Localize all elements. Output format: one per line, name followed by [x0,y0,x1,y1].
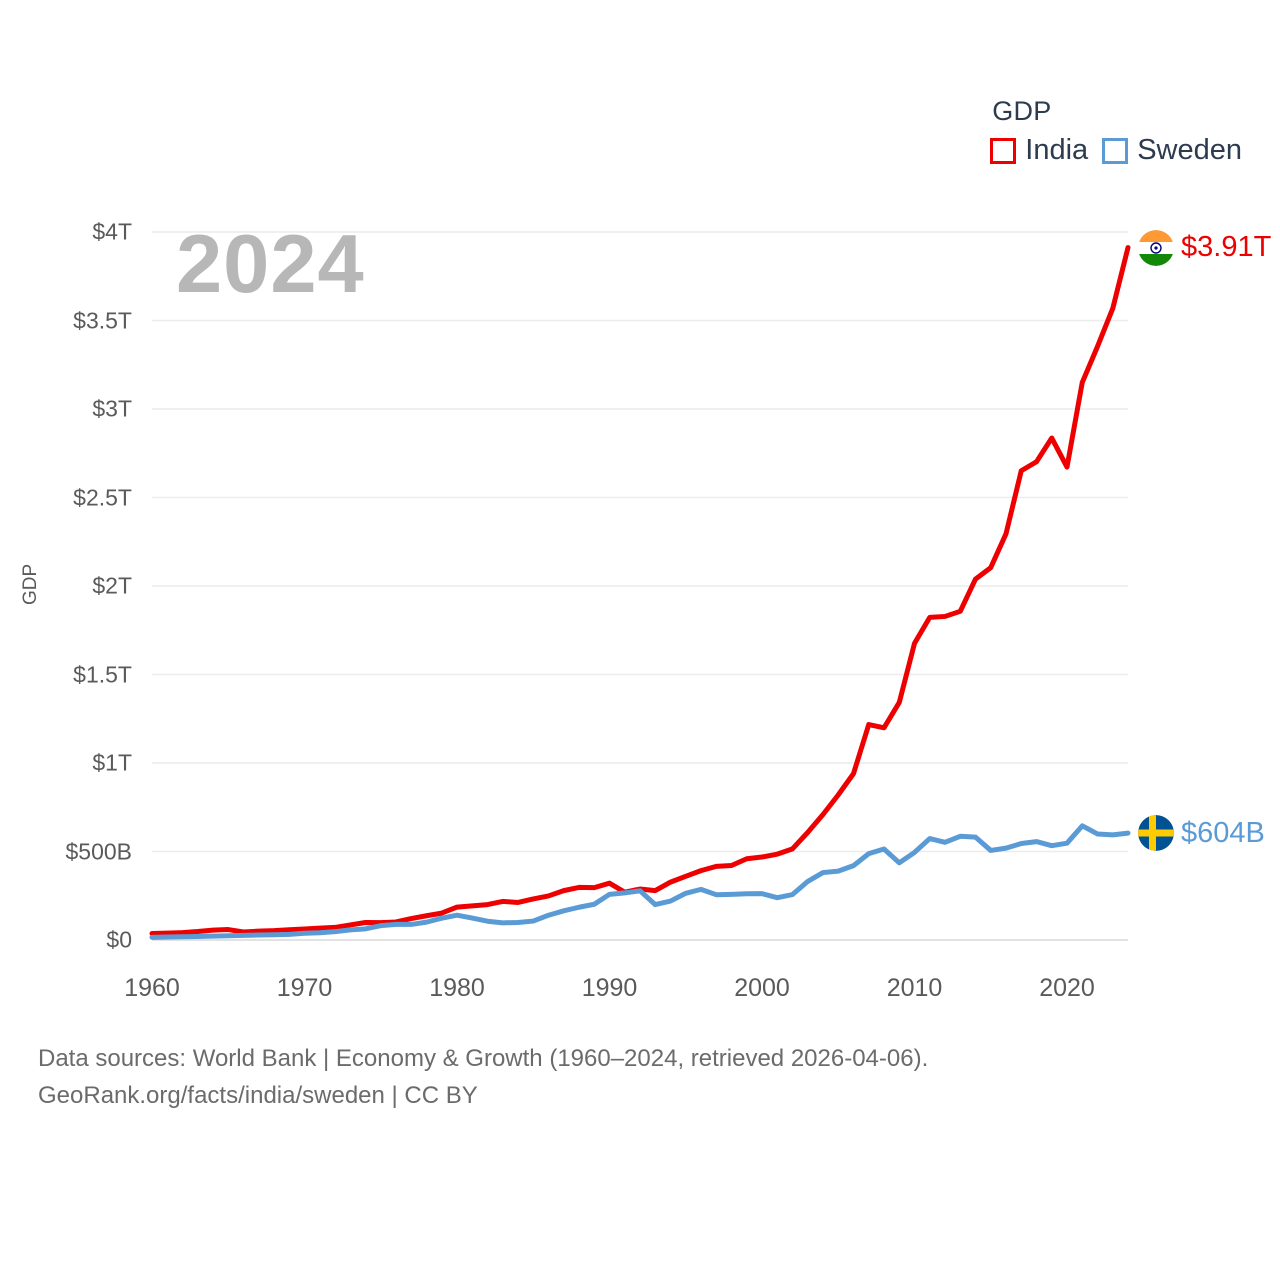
legend-swatch-india-icon [990,137,1017,164]
footer-sources: Data sources: World Bank | Economy & Gro… [38,1040,928,1114]
y-axis-tick-label: $0 [106,926,132,953]
legend-label-sweden: Sweden [1137,134,1242,166]
legend-swatch-sweden-icon [1102,137,1129,164]
x-axis-tick-label: 2000 [734,974,790,1002]
legend-item-sweden[interactable]: Sweden [1102,136,1242,165]
y-axis-tick-label: $3T [92,395,132,422]
y-axis-tick-label: $2T [92,572,132,599]
year-watermark: 2024 [176,217,365,310]
sweden-flag-icon [1138,815,1174,852]
y-axis-tick-label: $3.5T [73,307,132,333]
x-axis-tick-label: 1960 [124,974,180,1002]
x-axis-tick-label: 1990 [581,974,638,1002]
series-line-sweden [149,823,1131,940]
y-axis-tick-label: $500B [65,838,132,864]
y-axis-ticks: $0 $500B $1T $1.5T $2T $2.5T $3T $3.5T $4T [0,0,150,1280]
india-flag-icon [1138,229,1174,266]
end-value-india: $3.91T [1181,231,1272,264]
legend: GDP India Sweden [990,96,1242,165]
footer-line-1: Data sources: World Bank | Economy & Gro… [38,1045,929,1072]
legend-item-india[interactable]: India [990,136,1088,165]
y-axis-tick-label: $1T [92,749,132,776]
end-label-sweden: $604B [1138,815,1265,852]
y-axis-tick-label: $2.5T [73,484,132,510]
end-label-india: $3.91T [1138,229,1272,266]
legend-title: GDP [992,96,1052,126]
legend-label-india: India [1025,134,1089,166]
y-axis-tick-label: $4T [92,218,132,245]
x-axis-tick-label: 2010 [886,974,943,1002]
footer-line-2: GeoRank.org/facts/india/sweden | CC BY [38,1082,478,1110]
end-value-sweden: $604B [1181,816,1265,849]
x-axis-tick-label: 1970 [276,974,333,1002]
x-axis-tick-label: 1980 [429,974,485,1002]
y-axis-tick-label: $1.5T [73,661,132,687]
x-axis-tick-label: 2020 [1039,974,1095,1002]
